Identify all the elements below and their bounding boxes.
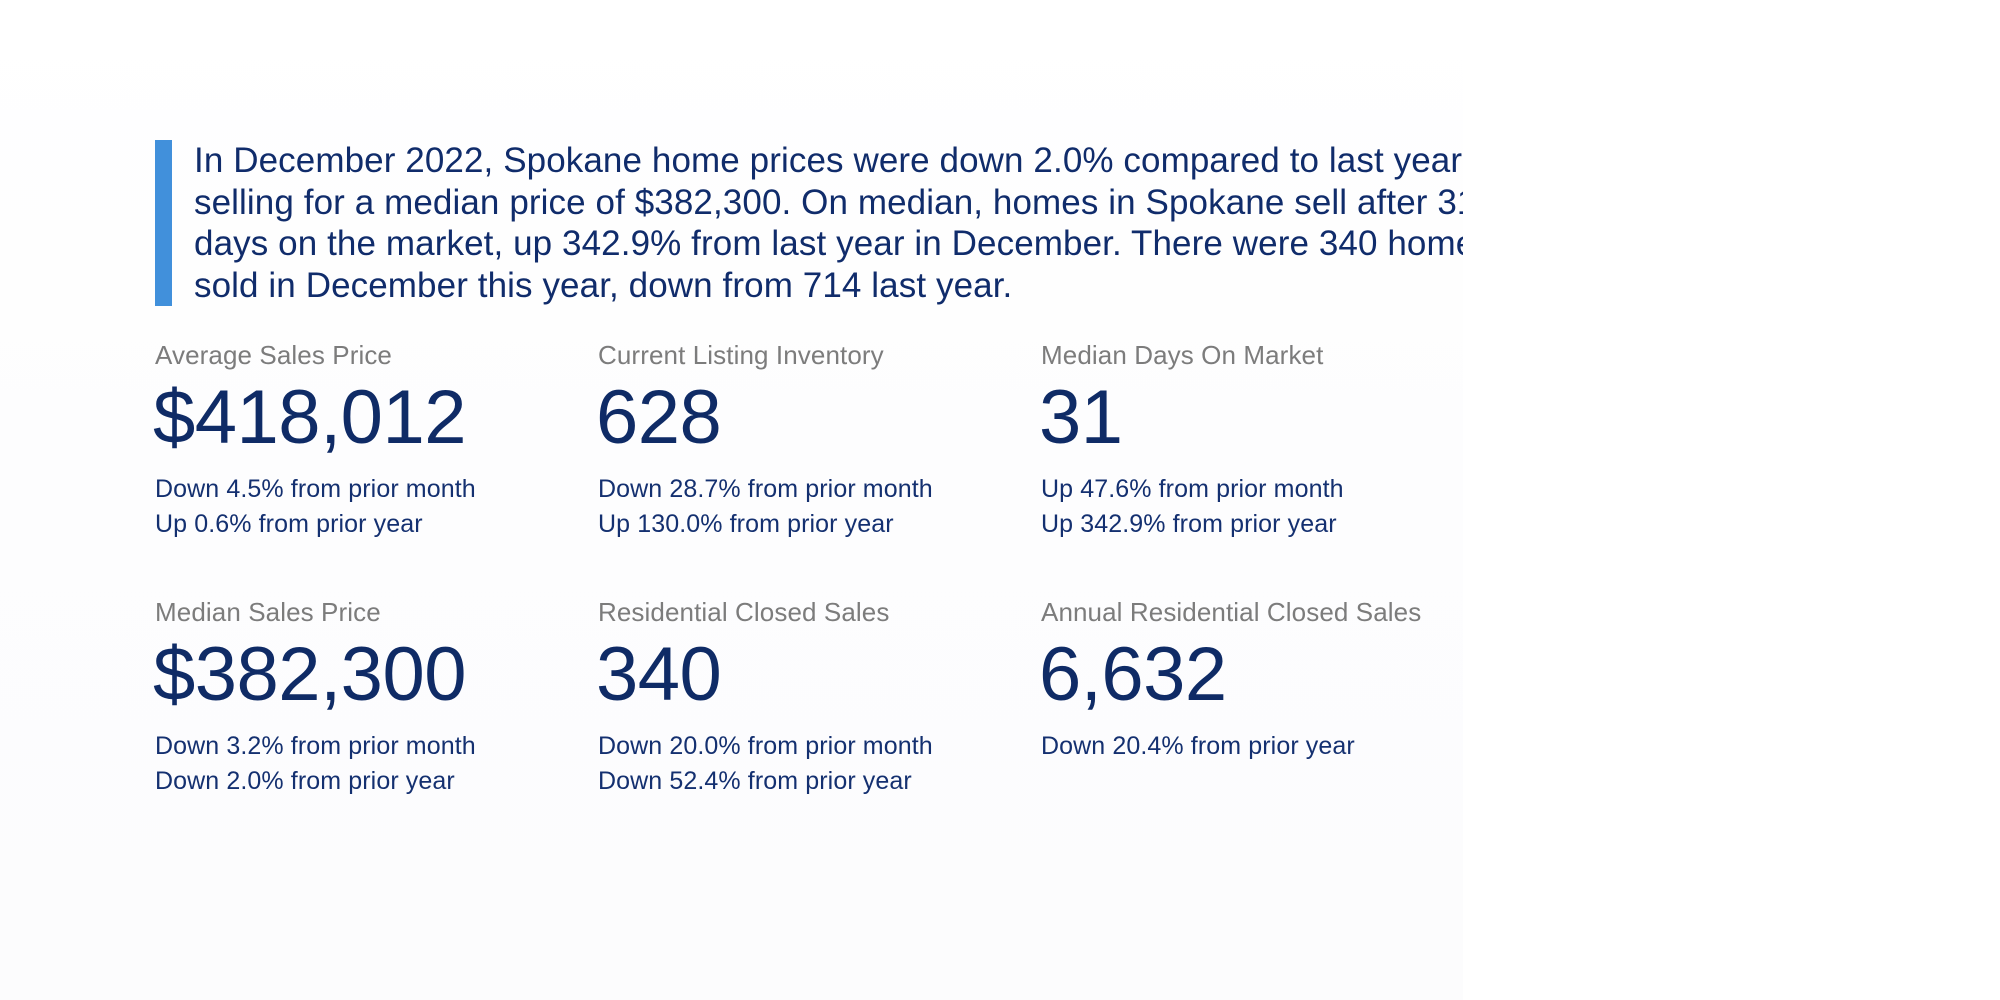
stat-notes: Down 20.0% from prior month Down 52.4% f…: [598, 729, 1031, 799]
stat-value: $382,300: [153, 632, 467, 717]
stat-note-month: Down 20.0% from prior month: [598, 732, 933, 760]
stat-notes: Down 28.7% from prior month Up 130.0% fr…: [598, 472, 1031, 542]
stat-note-year: Up 342.9% from prior year: [1041, 510, 1337, 538]
stat-note-year: Up 0.6% from prior year: [155, 510, 423, 538]
stat-row: Median Sales Price $382,300 Down 3.2% fr…: [153, 597, 1463, 799]
stat-card-median-days-on-market: Median Days On Market 31 Up 47.6% from p…: [1039, 340, 1463, 542]
stat-note-month: Down 3.2% from prior month: [155, 732, 476, 760]
stat-card-current-listing-inventory: Current Listing Inventory 628 Down 28.7%…: [596, 340, 1041, 542]
stat-note-month: Up 47.6% from prior month: [1041, 475, 1344, 503]
stat-card-average-sales-price: Average Sales Price $418,012 Down 4.5% f…: [153, 340, 598, 542]
stat-card-annual-residential-closed-sales: Annual Residential Closed Sales 6,632 Do…: [1039, 597, 1463, 764]
stat-row: Average Sales Price $418,012 Down 4.5% f…: [153, 340, 1463, 542]
stat-note-month: Down 20.4% from prior year: [1041, 732, 1355, 760]
stat-value: 340: [596, 632, 722, 717]
market-report-content: In December 2022, Spokane home prices we…: [153, 140, 1463, 799]
stat-note-year: Up 130.0% from prior year: [598, 510, 894, 538]
market-report-viewport: In December 2022, Spokane home prices we…: [0, 0, 1463, 1000]
stat-value: 628: [596, 375, 722, 460]
market-summary-callout: In December 2022, Spokane home prices we…: [155, 140, 1463, 306]
stat-value: 6,632: [1039, 632, 1227, 717]
stat-note-year: Down 52.4% from prior year: [598, 767, 912, 795]
market-summary-text: In December 2022, Spokane home prices we…: [194, 141, 1463, 305]
stat-notes: Down 4.5% from prior month Up 0.6% from …: [155, 472, 588, 542]
stat-card-residential-closed-sales: Residential Closed Sales 340 Down 20.0% …: [596, 597, 1041, 799]
stat-notes: Down 20.4% from prior year: [1041, 729, 1463, 764]
stat-label: Median Sales Price: [155, 597, 381, 627]
stat-label: Median Days On Market: [1041, 340, 1324, 370]
stat-note-year: Down 2.0% from prior year: [155, 767, 455, 795]
stat-grid: Average Sales Price $418,012 Down 4.5% f…: [153, 340, 1463, 799]
accent-bar: [155, 140, 172, 306]
stat-note-month: Down 28.7% from prior month: [598, 475, 933, 503]
stat-notes: Down 3.2% from prior month Down 2.0% fro…: [155, 729, 588, 799]
stat-card-median-sales-price: Median Sales Price $382,300 Down 3.2% fr…: [153, 597, 598, 799]
stat-label: Annual Residential Closed Sales: [1041, 597, 1422, 627]
stat-note-month: Down 4.5% from prior month: [155, 475, 476, 503]
stat-label: Residential Closed Sales: [598, 597, 890, 627]
stat-notes: Up 47.6% from prior month Up 342.9% from…: [1041, 472, 1463, 542]
stat-value: 31: [1039, 375, 1123, 460]
stat-label: Average Sales Price: [155, 340, 392, 370]
stat-value: $418,012: [153, 375, 467, 460]
stat-label: Current Listing Inventory: [598, 340, 884, 370]
